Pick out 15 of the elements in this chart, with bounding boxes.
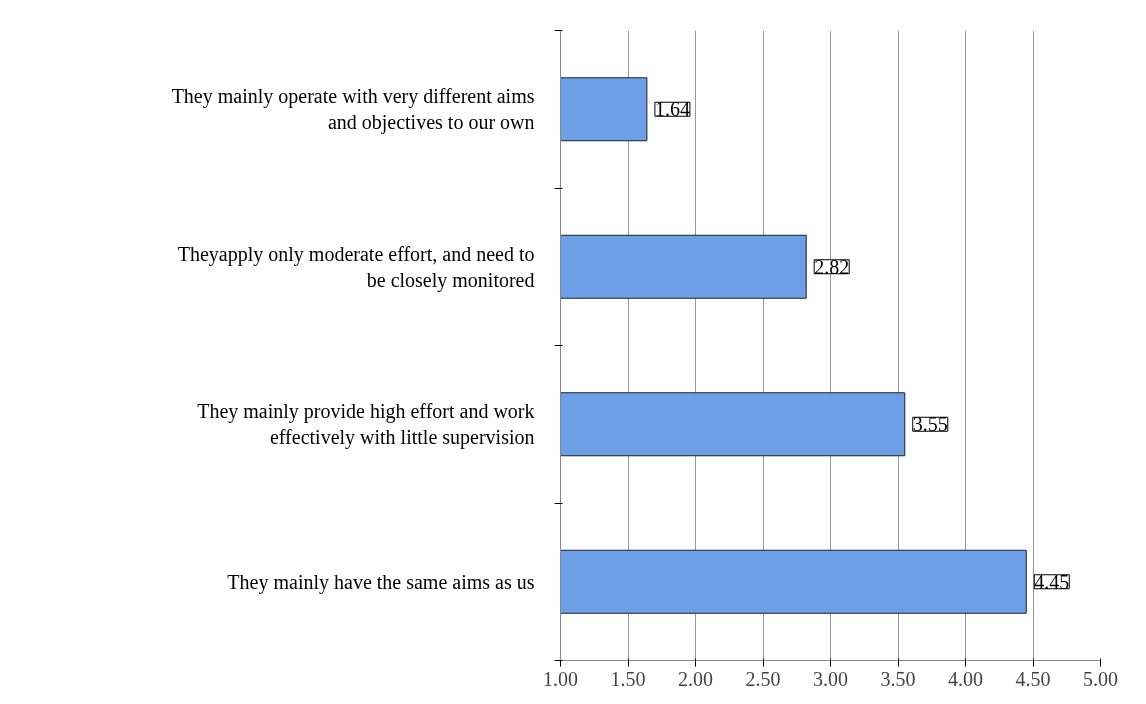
x-tick-label: 3.50 xyxy=(880,667,916,690)
x-tick-label: 2.50 xyxy=(745,667,781,690)
x-tick-label: 3.00 xyxy=(813,667,848,690)
data-label: 3.55 xyxy=(912,413,948,436)
x-tick-label: 4.50 xyxy=(1015,667,1051,690)
data-label: 2.82 xyxy=(814,255,850,278)
y-tick-label: They mainly have the same aims as us xyxy=(227,570,535,594)
y-tick-label: They mainly provide high effort and work effectively with little supervision xyxy=(197,400,535,450)
x-tick-label: 5.00 xyxy=(1083,667,1118,690)
x-tick-label: 2.00 xyxy=(678,667,713,690)
y-tick-label: They mainly operate with very different aims and objectives to our own xyxy=(171,85,535,135)
x-tick-label: 4.00 xyxy=(948,667,983,690)
x-tick-label: 1.50 xyxy=(610,667,646,690)
y-tick-label: Theyapply only moderate effort, and need to be closely monitored xyxy=(177,242,535,292)
x-tick-label: 1.00 xyxy=(543,667,578,690)
